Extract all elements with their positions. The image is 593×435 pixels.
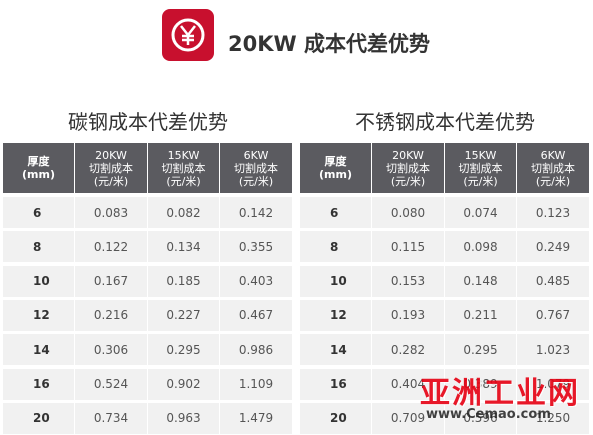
column-header: 6KW 切割成本 (元/米) — [220, 143, 292, 193]
table-cell: 0.148 — [445, 265, 516, 297]
table-cell: 0.524 — [75, 368, 147, 400]
table-cell: 6 — [300, 197, 371, 228]
table-title: 碳钢成本代差优势 — [68, 110, 228, 134]
table-cell: 0.389 — [445, 368, 516, 400]
header-line: (元/米) — [390, 174, 426, 188]
table-cell: 0.098 — [445, 231, 516, 263]
watermark: 亚洲工业网 — [420, 376, 580, 411]
table-cell: 14 — [3, 334, 74, 366]
header-line: 切割成本 — [458, 161, 503, 175]
header-line: 切割成本 — [89, 161, 133, 175]
table-cell: 0.142 — [220, 197, 292, 228]
header-line: 20KW — [392, 148, 424, 162]
table-cell: 10 — [300, 265, 371, 297]
table-cell: 1.479 — [220, 402, 292, 434]
table-cell: 0.074 — [445, 197, 516, 228]
header-line: (元/米) — [463, 174, 498, 188]
table-cell: 0.986 — [220, 334, 292, 366]
table-cell: 0.167 — [75, 265, 147, 297]
table-cell: 0.123 — [517, 197, 589, 228]
header-line: 20KW — [95, 148, 127, 162]
table-cell: 0.193 — [372, 299, 444, 331]
table-cell: 0.709 — [372, 402, 444, 434]
table-cell: 1.109 — [220, 368, 292, 400]
table-cell: 14 — [300, 334, 371, 366]
table-cell: 1.250 — [517, 402, 589, 434]
table-cell: 0.734 — [75, 402, 147, 434]
header-line: 切割成本 — [161, 161, 206, 175]
table-cell: 0.767 — [517, 299, 589, 331]
header-line: 6KW — [540, 148, 566, 162]
table-cell: 8 — [300, 231, 371, 263]
table-cell: 0.963 — [148, 402, 219, 434]
table-cell: 0.306 — [75, 334, 147, 366]
column-header: 20KW 切割成本 (元/米) — [372, 143, 444, 193]
table-cell: 0.227 — [148, 299, 219, 331]
table-cell: 6 — [3, 197, 74, 228]
table-cell: 0.083 — [75, 197, 147, 228]
table-cell: 16 — [3, 368, 74, 400]
header-line: 切割成本 — [531, 161, 575, 175]
header-line: 厚度 — [27, 155, 50, 168]
table-cell: 0.403 — [220, 265, 292, 297]
table-cell: 0.467 — [220, 299, 292, 331]
table-cell: 0.082 — [148, 197, 219, 228]
header-line: 15KW — [167, 148, 200, 162]
table-cell: 0.596 — [445, 402, 516, 434]
column-header: 15KW 切割成本 (元/米) — [148, 143, 219, 193]
column-header: 20KW 切割成本 (元/米) — [75, 143, 147, 193]
table-cell: 1.079 — [517, 368, 589, 400]
table-cell: 0.211 — [445, 299, 516, 331]
column-header: 6KW 切割成本 (元/米) — [517, 143, 589, 193]
header-line: 切割成本 — [386, 161, 430, 175]
table-cell: 0.249 — [517, 231, 589, 263]
header-line: (mm) — [319, 168, 352, 181]
table-cell: 16 — [300, 368, 371, 400]
table-cell: 0.485 — [517, 265, 589, 297]
table-cell: 0.282 — [372, 334, 444, 366]
table-cell: 20 — [3, 402, 74, 434]
table-cell: 0.355 — [220, 231, 292, 263]
table-cell: 12 — [300, 299, 371, 331]
table-cell: 10 — [3, 265, 74, 297]
table-cell: 0.122 — [75, 231, 147, 263]
header-line: (元/米) — [166, 174, 201, 188]
table-cell: 0.295 — [148, 334, 219, 366]
column-header: 厚度 (mm) — [3, 143, 74, 193]
watermark-url: www.Cemao.com — [426, 407, 551, 422]
page-title: 20KW 成本代差优势 — [228, 32, 430, 56]
table-cell: 0.080 — [372, 197, 444, 228]
table-cell: 0.153 — [372, 265, 444, 297]
header-line: 厚度 — [324, 155, 347, 168]
table-cell: 0.115 — [372, 231, 444, 263]
table-cell: 0.902 — [148, 368, 219, 400]
header-line: (元/米) — [93, 174, 129, 188]
header-line: (元/米) — [535, 174, 571, 188]
table-cell: 8 — [3, 231, 74, 263]
table-cell: 0.216 — [75, 299, 147, 331]
table-cell: 0.134 — [148, 231, 219, 263]
header-line: 15KW — [464, 148, 497, 162]
header-line: 6KW — [243, 148, 269, 162]
table-title: 不锈钢成本代差优势 — [355, 110, 535, 134]
column-header: 厚度 (mm) — [300, 143, 371, 193]
logo-icon — [162, 9, 214, 61]
header-line: (元/米) — [238, 174, 274, 188]
column-header: 15KW 切割成本 (元/米) — [445, 143, 516, 193]
header-line: 切割成本 — [234, 161, 278, 175]
table-cell: 0.185 — [148, 265, 219, 297]
table-cell: 0.295 — [445, 334, 516, 366]
table-cell: 1.023 — [517, 334, 589, 366]
header-line: (mm) — [22, 168, 55, 181]
table-cell: 0.404 — [372, 368, 444, 400]
table-cell: 12 — [3, 299, 74, 331]
table-cell: 20 — [300, 402, 371, 434]
